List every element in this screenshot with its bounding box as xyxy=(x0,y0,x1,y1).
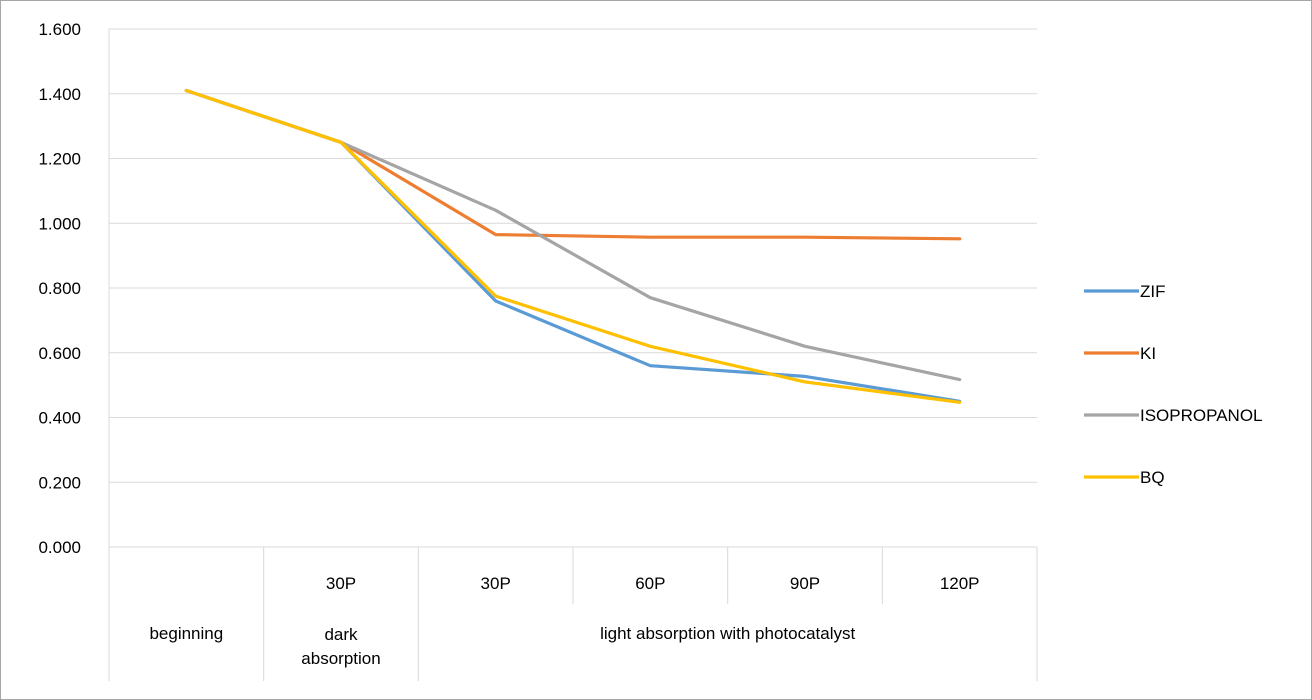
x-tick-label: 60P xyxy=(635,574,665,593)
x-group-label: beginning xyxy=(149,624,223,643)
y-tick-label: 0.800 xyxy=(38,279,81,298)
y-tick-label: 0.200 xyxy=(38,473,81,492)
x-tick-label: 30P xyxy=(481,574,511,593)
legend-label-zif: ZIF xyxy=(1140,282,1166,301)
x-tick-label: 30P xyxy=(326,574,356,593)
y-tick-label: 0.000 xyxy=(38,538,81,557)
legend-label-bq: BQ xyxy=(1140,468,1165,487)
legend-label-ki: KI xyxy=(1140,344,1156,363)
y-tick-label: 1.000 xyxy=(38,214,81,233)
gridlines xyxy=(109,28,1037,548)
x-group-label: dark absorption xyxy=(301,625,380,668)
series-lines xyxy=(184,88,962,404)
legend: ZIF KI ISOPROPANOL BQ xyxy=(1084,282,1263,487)
series-line-bq xyxy=(184,88,962,404)
legend-label-isopropanol: ISOPROPANOL xyxy=(1140,406,1263,425)
x-tick-label: 120P xyxy=(940,574,980,593)
y-axis-tick-labels: 0.000 0.200 0.400 0.600 0.800 1.000 1.200 1.400… xyxy=(38,20,81,557)
y-tick-label: 0.600 xyxy=(38,344,81,363)
x-axis: 30P 30P 60P 90P 120P beginning dark absorption l… xyxy=(108,29,1038,681)
y-tick-label: 0.400 xyxy=(38,409,81,428)
x-group-label: light absorption with photocatalyst xyxy=(600,624,855,643)
y-tick-label: 1.200 xyxy=(38,150,81,169)
x-tick-label: 90P xyxy=(790,574,820,593)
y-tick-label: 1.600 xyxy=(38,20,81,39)
series-line-ki xyxy=(184,88,962,241)
y-tick-label: 1.400 xyxy=(38,85,81,104)
